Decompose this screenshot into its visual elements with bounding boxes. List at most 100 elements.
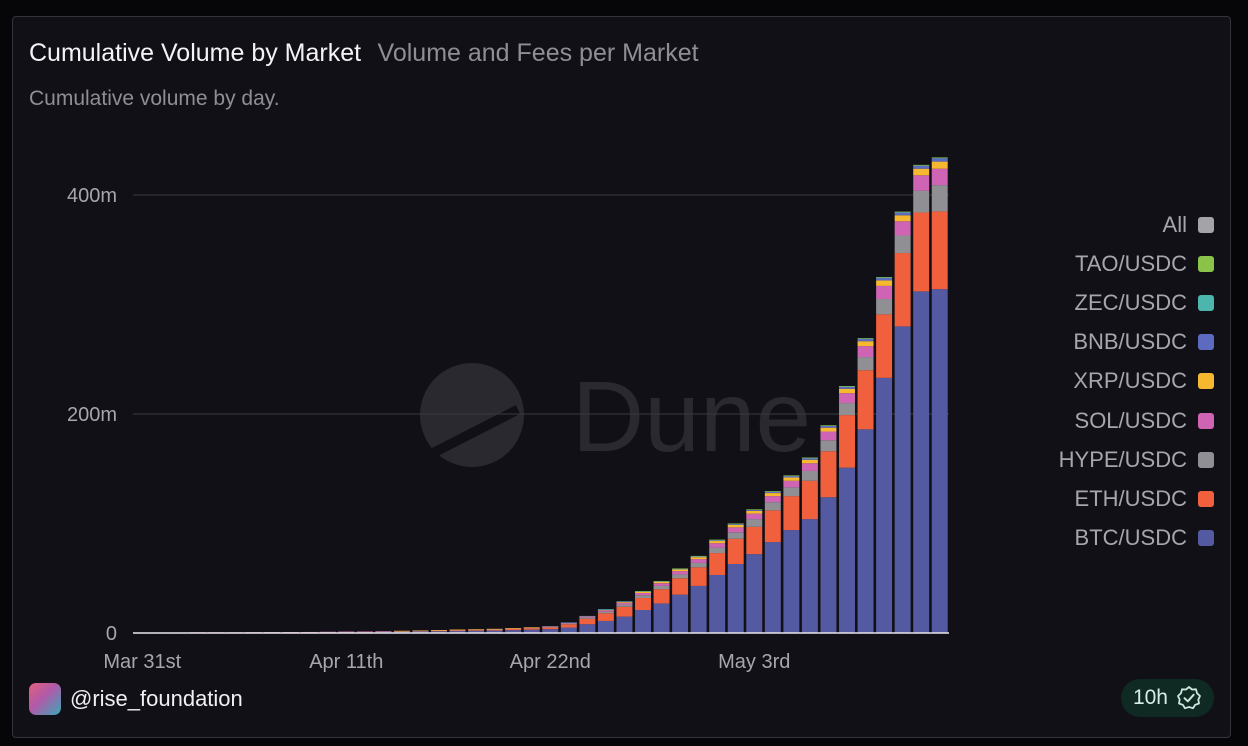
legend-item[interactable]: HYPE/USDC <box>1059 440 1214 479</box>
bar-segment <box>468 629 485 630</box>
y-tick-label: 0 <box>106 623 117 645</box>
bar-segment <box>820 427 837 432</box>
bar-segment <box>412 631 429 633</box>
bar-segment <box>931 168 948 186</box>
legend-label: BNB/USDC <box>1073 329 1187 355</box>
bar-segment <box>783 475 800 477</box>
bar-segment <box>839 415 855 468</box>
bar-segment <box>764 491 781 492</box>
legend-swatch <box>1198 490 1214 507</box>
legend-label: ETH/USDC <box>1074 485 1187 511</box>
legend-label: TAO/USDC <box>1074 250 1187 276</box>
bar-segment <box>876 277 893 281</box>
legend-item[interactable]: BNB/USDC <box>1059 323 1214 362</box>
bar-segment <box>579 616 596 618</box>
bar-segment <box>616 616 633 634</box>
bar-segment <box>783 530 800 633</box>
bar-segment <box>820 425 837 426</box>
bar-segment <box>709 547 726 554</box>
legend-label: BTC/USDC <box>1074 525 1187 551</box>
bar-segment <box>431 630 447 632</box>
bar-segment <box>431 630 447 631</box>
legend-item[interactable]: TAO/USDC <box>1059 244 1214 283</box>
creator[interactable]: @rise_foundation <box>29 683 243 715</box>
legend-label: XRP/USDC <box>1073 368 1187 394</box>
legend-label: ZEC/USDC <box>1074 289 1187 315</box>
bar-segment <box>746 526 763 555</box>
bar-segment <box>857 338 874 339</box>
bar-segment <box>913 190 930 213</box>
bar-segment <box>783 477 800 481</box>
dune-watermark: Dune <box>420 361 811 473</box>
legend-item[interactable]: XRP/USDC <box>1059 362 1214 401</box>
creator-handle[interactable]: @rise_foundation <box>70 686 243 711</box>
bar-segment <box>913 168 930 176</box>
bar-segment <box>635 593 651 596</box>
bar-segment <box>727 532 744 539</box>
legend-swatch <box>1198 255 1214 272</box>
bar-segment <box>653 581 670 584</box>
bar-segment <box>653 589 670 604</box>
bar-segment <box>542 629 559 633</box>
bar-segment <box>579 617 596 619</box>
bar-segment <box>894 326 911 633</box>
bar-segment <box>672 568 689 570</box>
bar-segment <box>839 467 855 633</box>
chart-description: Cumulative volume by day. <box>29 87 280 110</box>
dune-logo-slash <box>432 405 520 457</box>
bar-segment <box>709 541 726 544</box>
bar-segment <box>468 629 485 631</box>
legend-item[interactable]: BTC/USDC <box>1059 519 1214 558</box>
bar-segment <box>727 538 744 565</box>
bar-segment <box>727 523 744 525</box>
legend-item[interactable]: ETH/USDC <box>1059 479 1214 518</box>
bar-segment <box>616 604 633 607</box>
bar-segment <box>931 157 948 159</box>
legend-item[interactable]: ZEC/USDC <box>1059 283 1214 322</box>
bar-segment <box>338 631 355 633</box>
bar-segment <box>913 165 930 169</box>
avatar <box>29 683 61 715</box>
bar-segment <box>431 631 447 633</box>
bar-segment <box>542 626 559 628</box>
bar-segment <box>857 429 874 633</box>
bar-segment <box>931 158 948 162</box>
bar-segment <box>839 386 855 387</box>
bar-segment <box>894 215 911 222</box>
bar-segment <box>505 628 522 629</box>
bar-segment <box>672 594 689 633</box>
bar-segment <box>913 291 930 633</box>
bar-segment <box>690 585 707 633</box>
bar-segment <box>560 627 577 633</box>
bar-segment <box>801 480 818 520</box>
chart-title: Cumulative Volume by Market <box>29 39 362 67</box>
refresh-badge[interactable]: 10h <box>1120 679 1214 717</box>
bar-segment <box>709 553 726 575</box>
bar-segment <box>894 212 911 216</box>
bar-segment <box>913 175 930 191</box>
chart-legend: All TAO/USDC ZEC/USDC BNB/USDC XRP/USDC SOL/U… <box>1059 205 1214 558</box>
bar-segment <box>690 559 707 563</box>
x-tick-label: May 3rd <box>718 651 790 673</box>
bar-segment <box>709 543 726 548</box>
bar-segment <box>764 493 781 497</box>
bar-segment <box>653 580 670 582</box>
bar-segment <box>579 615 596 617</box>
bar-segment <box>894 211 911 213</box>
bar-segment <box>931 289 948 633</box>
bar-segment <box>672 571 689 575</box>
bar-segment <box>690 555 707 557</box>
bar-segment <box>913 165 930 166</box>
bar-segment <box>876 314 893 378</box>
legend-item[interactable]: All <box>1059 205 1214 244</box>
bar-segment <box>820 425 837 428</box>
bar-segment <box>746 513 763 520</box>
bar-segment <box>839 403 855 416</box>
bar-segment <box>764 496 781 503</box>
bar-segment <box>764 542 781 634</box>
bar-segment <box>616 606 633 617</box>
dashboard-tab-link[interactable]: Volume and Fees per Market <box>377 39 699 67</box>
bar-segment <box>876 377 893 634</box>
legend-item[interactable]: SOL/USDC <box>1059 401 1214 440</box>
